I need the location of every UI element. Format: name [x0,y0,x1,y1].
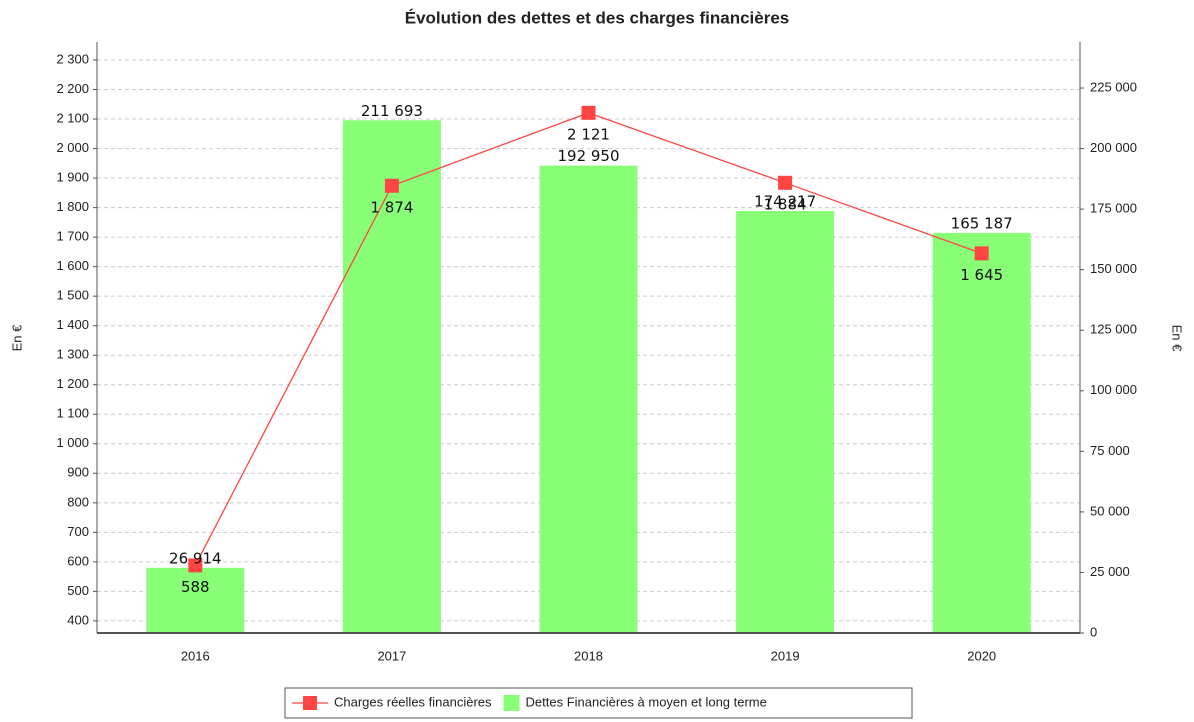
y2-tick-label: 50 000 [1090,503,1130,518]
y-tick-label: 2 300 [56,51,89,66]
value-label: 1 645 [960,266,1003,284]
y-tick-label: 1 800 [56,199,89,214]
legend-marker [303,696,317,710]
y-tick-label: 1 900 [56,170,89,185]
bar [736,211,835,634]
y-tick-label: 2 100 [56,110,89,125]
y-tick-label: 500 [67,583,89,598]
y-axis-label: En € [9,324,24,352]
chart-title: Évolution des dettes et des charges fina… [405,8,790,27]
value-label: 26 914 [169,549,222,567]
value-label: 1 884 [764,195,807,213]
y2-tick-label: 100 000 [1090,382,1137,397]
point [778,175,793,190]
value-label: 2 121 [567,125,610,143]
y2-tick-label: 125 000 [1090,322,1137,337]
bar [539,165,638,634]
y2-tick-label: 225 000 [1090,79,1137,94]
x-tick-label: 2018 [574,648,603,663]
value-label: 174 217 [754,193,816,211]
point [581,105,596,120]
y-tick-label: 700 [67,524,89,539]
y2-tick-label: 75 000 [1090,443,1130,458]
y-tick-label: 1 600 [56,258,89,273]
legend-label: Dettes Financières à moyen et long terme [526,694,767,709]
bar [932,232,1031,633]
legend-box [284,687,913,719]
y2-tick-label: 150 000 [1090,261,1137,276]
y-tick-label: 1 000 [56,435,89,450]
y-tick-label: 400 [67,612,89,627]
value-label: 192 950 [557,147,619,165]
y2-tick-label: 200 000 [1090,140,1137,155]
y-tick-label: 900 [67,465,89,480]
y2-tick-label: 25 000 [1090,564,1130,579]
y-tick-label: 1 700 [56,229,89,244]
bar [146,567,245,633]
y-tick-label: 2 000 [56,140,89,155]
point [188,558,203,573]
bar [342,120,441,634]
y-tick-label: 1 200 [56,376,89,391]
y-tick-label: 2 200 [56,81,89,96]
value-label: 211 693 [361,102,423,120]
point [384,178,399,193]
y-tick-label: 1 400 [56,317,89,332]
y-tick-label: 1 500 [56,288,89,303]
y2-tick-label: 175 000 [1090,201,1137,216]
x-tick-label: 2017 [377,648,406,663]
point [974,246,989,261]
y2-tick-label: 0 [1090,624,1097,639]
y-tick-label: 1 100 [56,406,89,421]
legend-marker [503,695,520,711]
x-tick-label: 2019 [771,648,800,663]
x-tick-label: 2020 [967,648,996,663]
y-tick-label: 600 [67,553,89,568]
legend-label: Charges réelles financières [334,694,492,709]
x-tick-label: 2016 [181,648,210,663]
value-label: 588 [181,578,210,596]
y-tick-label: 800 [67,494,89,509]
y-tick-label: 1 300 [56,347,89,362]
y2-axis-label: En € [1170,325,1185,353]
value-label: 1 874 [370,198,413,216]
value-label: 165 187 [951,214,1013,232]
